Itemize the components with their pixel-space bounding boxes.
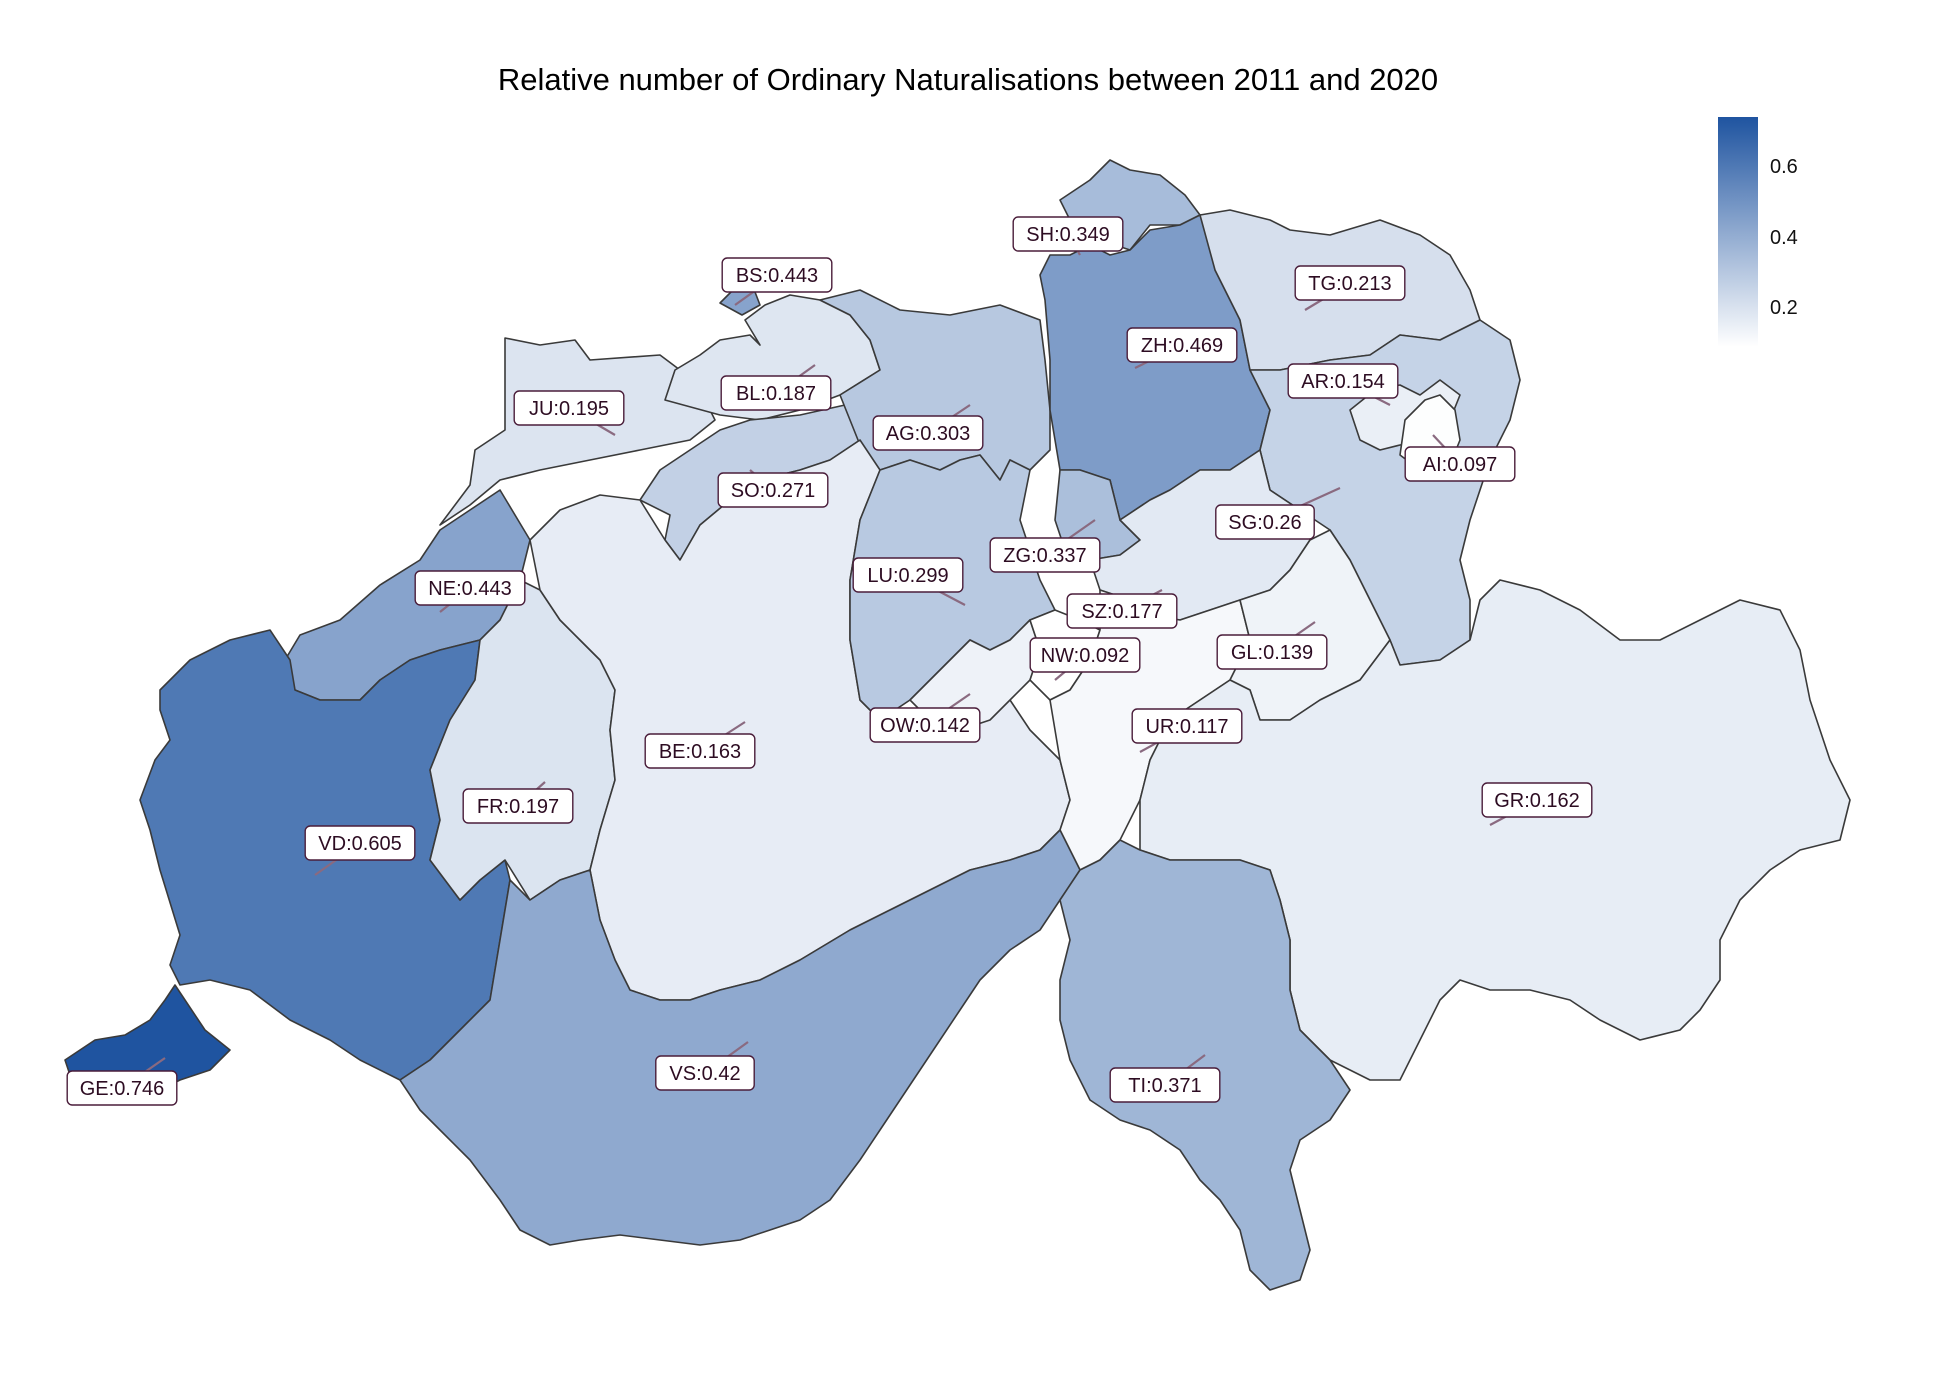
label-text: FR:0.197: [477, 796, 559, 818]
label-box: [1215, 504, 1315, 540]
legend-gradient-bar: [1718, 117, 1758, 347]
legend-tick-mark: [1758, 308, 1764, 311]
region-label-GL: GL:0.139: [1216, 634, 1328, 670]
label-text: GE:0.746: [80, 1078, 165, 1100]
label-box: [1012, 216, 1124, 252]
label-text: TG:0.213: [1308, 273, 1391, 295]
region-label-ZG: ZG:0.337: [989, 537, 1101, 573]
label-text: ZG:0.337: [1003, 545, 1086, 567]
label-box: [1066, 593, 1178, 629]
label-box: [1109, 1067, 1221, 1103]
region-label-AG: AG:0.303: [872, 415, 984, 451]
region-label-ZH: ZH:0.469: [1126, 327, 1238, 363]
region-label-LU: LU:0.299: [852, 557, 964, 593]
label-box: [1287, 363, 1399, 399]
region-label-NW: NW:0.092: [1029, 637, 1141, 673]
region-label-AI: AI:0.097: [1404, 446, 1516, 482]
label-text: NW:0.092: [1041, 645, 1130, 667]
label-box: [414, 570, 526, 606]
label-text: GR:0.162: [1494, 790, 1580, 812]
region-label-UR: UR:0.117: [1131, 708, 1243, 744]
legend-tick-mark: [1758, 167, 1764, 170]
label-box: [304, 825, 416, 861]
label-box: [462, 788, 574, 824]
label-box: [872, 415, 984, 451]
region-label-SH: SH:0.349: [1012, 216, 1124, 252]
region-label-OW: OW:0.142: [869, 707, 981, 743]
label-text: UR:0.117: [1145, 716, 1228, 738]
color-legend: 0.6 0.4 0.2: [1718, 117, 1798, 347]
region-labels: GE:0.746 VD:0.605 ZH:0.469 BS:0.443 NE:0.443…: [66, 216, 1593, 1106]
label-box: [655, 1055, 755, 1091]
region-TI[interactable]: [1059, 839, 1351, 1291]
label-text: TI:0.371: [1128, 1075, 1201, 1097]
region-label-JU: JU:0.195: [513, 390, 625, 426]
label-box: [869, 707, 981, 743]
label-text: SH:0.349: [1026, 224, 1109, 246]
label-text: GL:0.139: [1231, 642, 1313, 664]
label-text: SG:0.26: [1228, 512, 1301, 534]
label-box: [1216, 634, 1328, 670]
label-text: SO:0.271: [731, 480, 816, 502]
label-text: BL:0.187: [736, 383, 816, 405]
region-label-GE: GE:0.746: [66, 1070, 178, 1106]
region-label-SO: SO:0.271: [717, 472, 829, 508]
label-text: AG:0.303: [886, 423, 971, 445]
region-label-VD: VD:0.605: [304, 825, 416, 861]
label-box: [1481, 782, 1593, 818]
region-label-GR: GR:0.162: [1481, 782, 1593, 818]
region-label-TG: TG:0.213: [1294, 265, 1406, 301]
label-text: OW:0.142: [880, 715, 970, 737]
region-label-BE: BE:0.163: [644, 733, 756, 769]
label-text: JU:0.195: [529, 398, 609, 420]
legend-tick-label: 0.2: [1770, 297, 1798, 320]
label-box: [66, 1070, 178, 1106]
label-box: [1126, 327, 1238, 363]
label-text: LU:0.299: [867, 565, 948, 587]
label-text: NE:0.443: [428, 578, 511, 600]
label-text: BE:0.163: [659, 741, 741, 763]
label-text: AR:0.154: [1301, 371, 1384, 393]
region-label-AR: AR:0.154: [1287, 363, 1399, 399]
label-box: [513, 390, 625, 426]
label-box: [720, 375, 832, 411]
label-text: SZ:0.177: [1081, 601, 1162, 623]
label-box: [717, 472, 829, 508]
region-label-VS: VS:0.42: [655, 1055, 755, 1091]
region-label-NE: NE:0.443: [414, 570, 526, 606]
region-label-SZ: SZ:0.177: [1066, 593, 1178, 629]
label-box: [644, 733, 756, 769]
label-box: [1294, 265, 1406, 301]
region-label-BL: BL:0.187: [720, 375, 832, 411]
label-text: ZH:0.469: [1141, 335, 1223, 357]
label-text: AI:0.097: [1423, 454, 1498, 476]
legend-tick-mark: [1758, 237, 1764, 240]
label-box: [1131, 708, 1243, 744]
page-title: Relative number of Ordinary Naturalisati…: [497, 62, 1439, 97]
label-text: VS:0.42: [669, 1063, 740, 1085]
legend-tick-label: 0.4: [1770, 226, 1798, 249]
region-OW[interactable]: [909, 619, 1041, 731]
label-box: [852, 557, 964, 593]
label-box: [721, 257, 833, 293]
legend-tick-label: 0.6: [1770, 156, 1798, 179]
region-label-FR: FR:0.197: [462, 788, 574, 824]
region-label-SG: SG:0.26: [1215, 504, 1315, 540]
region-label-BS: BS:0.443: [721, 257, 833, 293]
label-box: [1404, 446, 1516, 482]
label-box: [1029, 637, 1141, 673]
label-text: VD:0.605: [318, 833, 401, 855]
label-box: [989, 537, 1101, 573]
label-text: BS:0.443: [736, 265, 818, 287]
region-label-TI: TI:0.371: [1109, 1067, 1221, 1103]
